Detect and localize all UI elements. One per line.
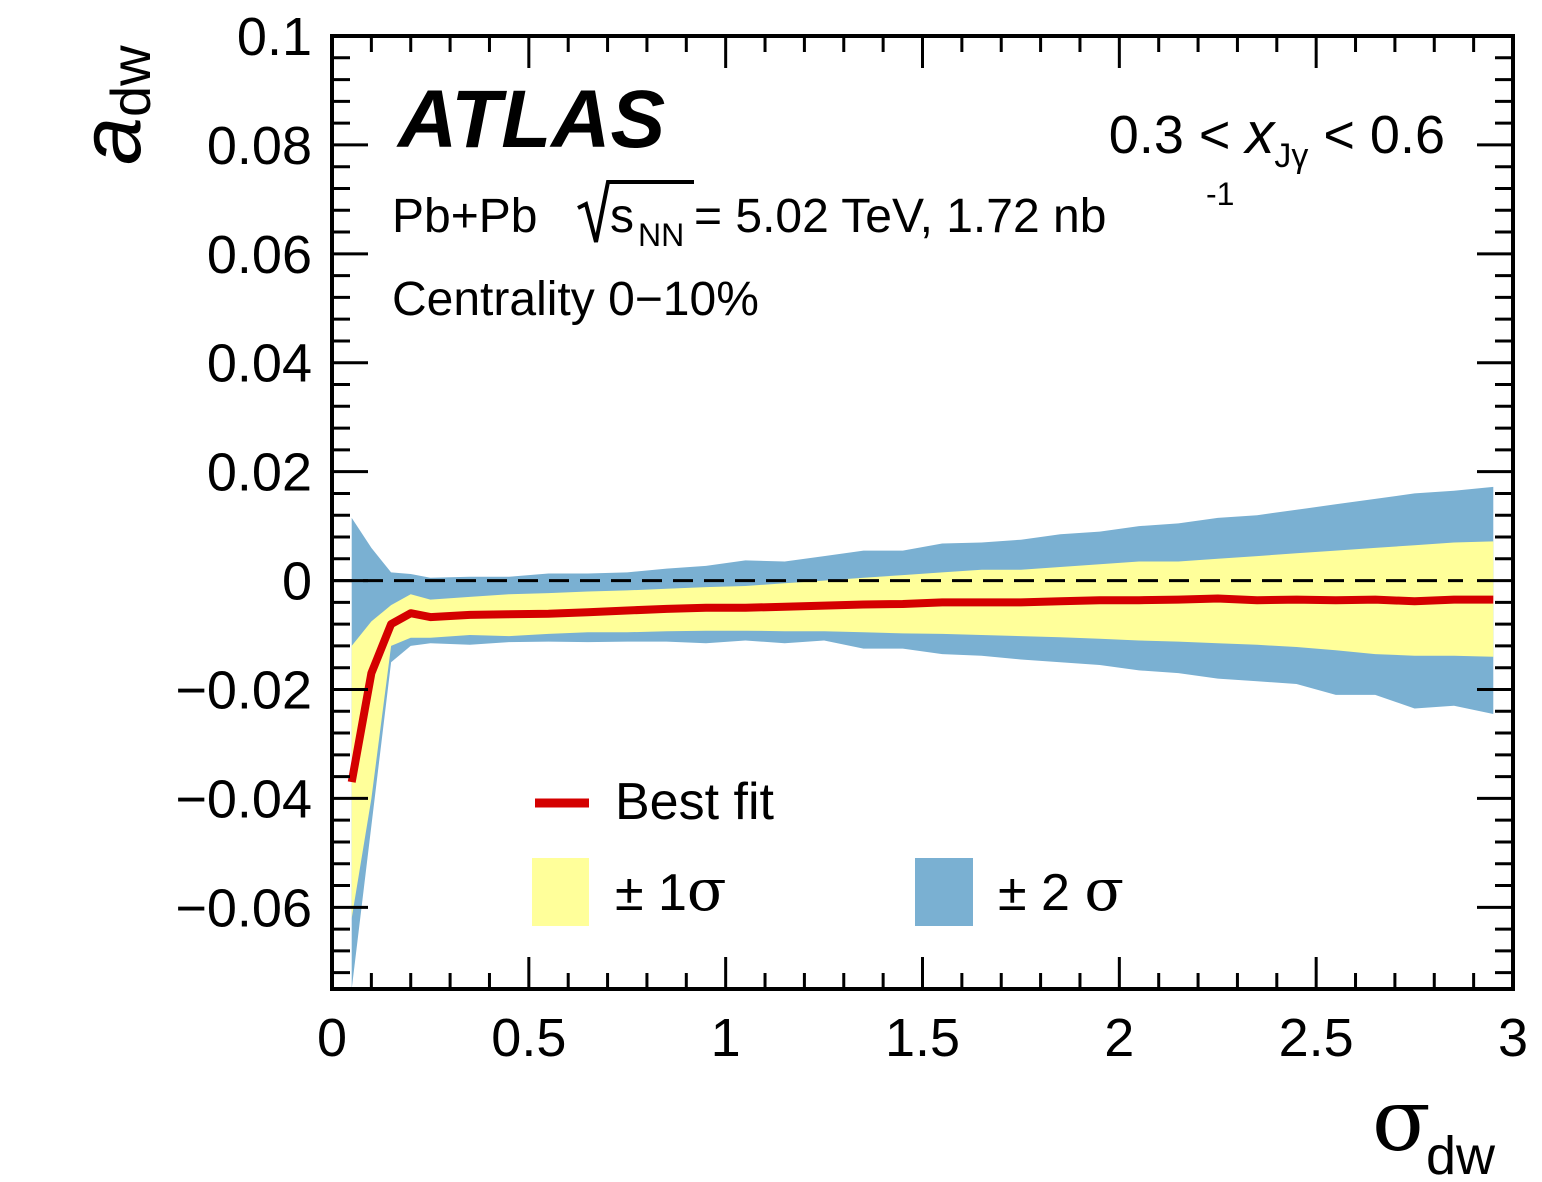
plot-area [332,486,1494,989]
x-axis-title-main: σ [1372,1071,1431,1171]
x-tick-label: 0.5 [491,1008,566,1068]
x-tick-label: 2.5 [1279,1008,1354,1068]
legend-two-sigma-symbol: σ [1084,856,1124,924]
xj-range-label: 0.3 < xJγ < 0.6 [1109,101,1445,175]
y-tick-label: −0.04 [175,769,312,829]
xj-range-prefix: 0.3 < [1109,105,1246,165]
x-tick-label: 0 [317,1008,347,1068]
x-tick-label: 3 [1498,1008,1528,1068]
y-tick-label: −0.06 [175,878,312,938]
x-tick-label: 1 [711,1008,741,1068]
legend-one-sigma-text: ± 1 [615,864,687,922]
xj-range-subscript: Jγ [1274,137,1308,175]
sqrt-sign [577,180,694,243]
experiment-label: ATLAS [396,74,665,165]
y-tick-label: 0 [282,552,312,612]
y-axis-title-sub: dw [99,45,162,117]
y-axis-title-main: a [63,117,159,165]
svg-text:0.3 < xJγ < 0.6: 0.3 < xJγ < 0.6 [1109,101,1445,175]
y-tick-label: −0.02 [175,660,312,720]
legend-one-sigma-symbol: σ [687,856,727,924]
sqrt-s: s [610,190,634,243]
xj-range-suffix: < 0.6 [1308,105,1445,165]
collision-part1: Pb+Pb [392,190,537,243]
legend-two-sigma-label: ± 2 σ [998,856,1124,924]
centrality-label: Centrality 0−10% [392,273,759,326]
y-tick-label: 0.02 [207,443,312,503]
x-tick-label: 2 [1104,1008,1134,1068]
best-fit-line [347,594,1494,783]
collision-label: Pb+Pb s NN = 5.02 TeV, 1.72 nb -1 [392,176,1234,253]
x-axis-title-sub: dw [1426,1126,1496,1182]
y-tick-label: 0.08 [207,116,312,176]
y-tick-label: 0.06 [207,225,312,285]
collision-superscript: -1 [1206,176,1234,212]
y-tick-label: 0.1 [237,7,312,67]
y-axis-title: a dw [63,45,162,165]
axes: 0 0.5 1 1.5 2 2.5 3 −0.06 −0.04 −0.02 0 0.02 0.04 0.0… [175,7,1528,1068]
legend: Best fit ± 1σ ± 2 σ [532,773,1124,926]
xj-range-variable: x [1242,101,1276,166]
legend-two-sigma-swatch [915,858,973,926]
legend-two-sigma-text: ± 2 [998,864,1084,922]
band-one-sigma [351,541,1494,919]
y-tick-label: 0.04 [207,334,312,394]
x-axis-title: σ dw [1372,1071,1496,1182]
sqrt-s-subscript: NN [638,217,684,253]
x-tick-label: 1.5 [885,1008,960,1068]
legend-best-fit-label: Best fit [615,773,774,831]
collision-part2: = 5.02 TeV, 1.72 nb [694,190,1106,243]
legend-one-sigma-label: ± 1σ [615,856,727,924]
legend-one-sigma-swatch [532,858,589,926]
